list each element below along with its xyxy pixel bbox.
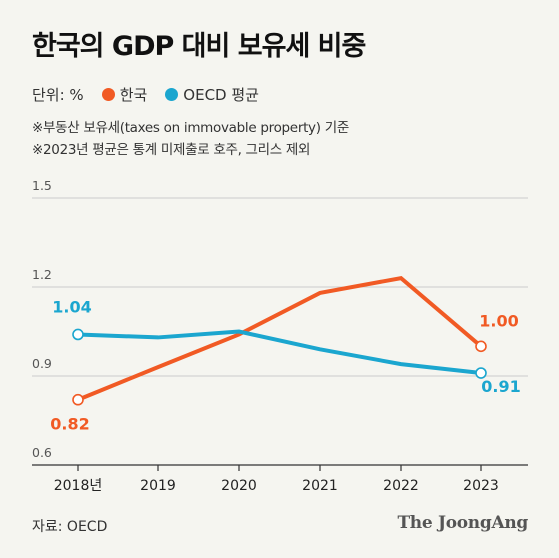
- x-tick-label: 2019: [140, 478, 176, 494]
- legend: 단위: % 한국 OECD 평균: [32, 84, 259, 105]
- legend-label-korea: 한국: [119, 86, 148, 104]
- legend-marker-oecd: [165, 88, 179, 101]
- data-label: 1.00: [479, 311, 518, 330]
- y-tick-label: 1.5: [32, 178, 52, 193]
- source-note: 자료: OECD: [32, 519, 108, 535]
- note-line: ※부동산 보유세(taxes on immovable property) 기준: [32, 120, 349, 136]
- data-point: [72, 393, 84, 406]
- legend-item-oecd: OECD 평균: [165, 84, 259, 105]
- x-tick-label: 2021: [302, 478, 338, 494]
- x-tick-label: 2018년: [54, 478, 103, 494]
- publisher-logo: The JoongAng: [397, 513, 528, 533]
- data-label: 0.82: [50, 415, 89, 434]
- y-tick-label: 0.6: [32, 445, 52, 460]
- x-tick-label: 2023: [463, 478, 499, 494]
- y-tick-label: 1.2: [32, 267, 52, 282]
- legend-label-oecd: OECD 평균: [183, 86, 259, 104]
- x-tick-label: 2020: [221, 478, 257, 494]
- legend-marker-korea: [101, 88, 115, 101]
- unit-label: 단위: %: [32, 86, 84, 104]
- y-tick-label: 0.9: [32, 356, 52, 371]
- series-line: [77, 329, 482, 376]
- data-point: [475, 340, 487, 353]
- notes: ※부동산 보유세(taxes on immovable property) 기준…: [32, 117, 349, 161]
- data-label: 0.91: [481, 377, 520, 396]
- chart-title: 한국의 GDP 대비 보유세 비중: [32, 31, 366, 62]
- x-tick-label: 2022: [383, 478, 419, 494]
- data-point: [475, 367, 487, 379]
- series-line: [77, 275, 483, 402]
- legend-item-korea: 한국: [101, 84, 148, 105]
- note-line: ※2023년 평균은 통계 미제출로 호주, 그리스 제외: [32, 142, 311, 158]
- data-label: 1.04: [52, 297, 91, 316]
- data-point: [72, 328, 84, 341]
